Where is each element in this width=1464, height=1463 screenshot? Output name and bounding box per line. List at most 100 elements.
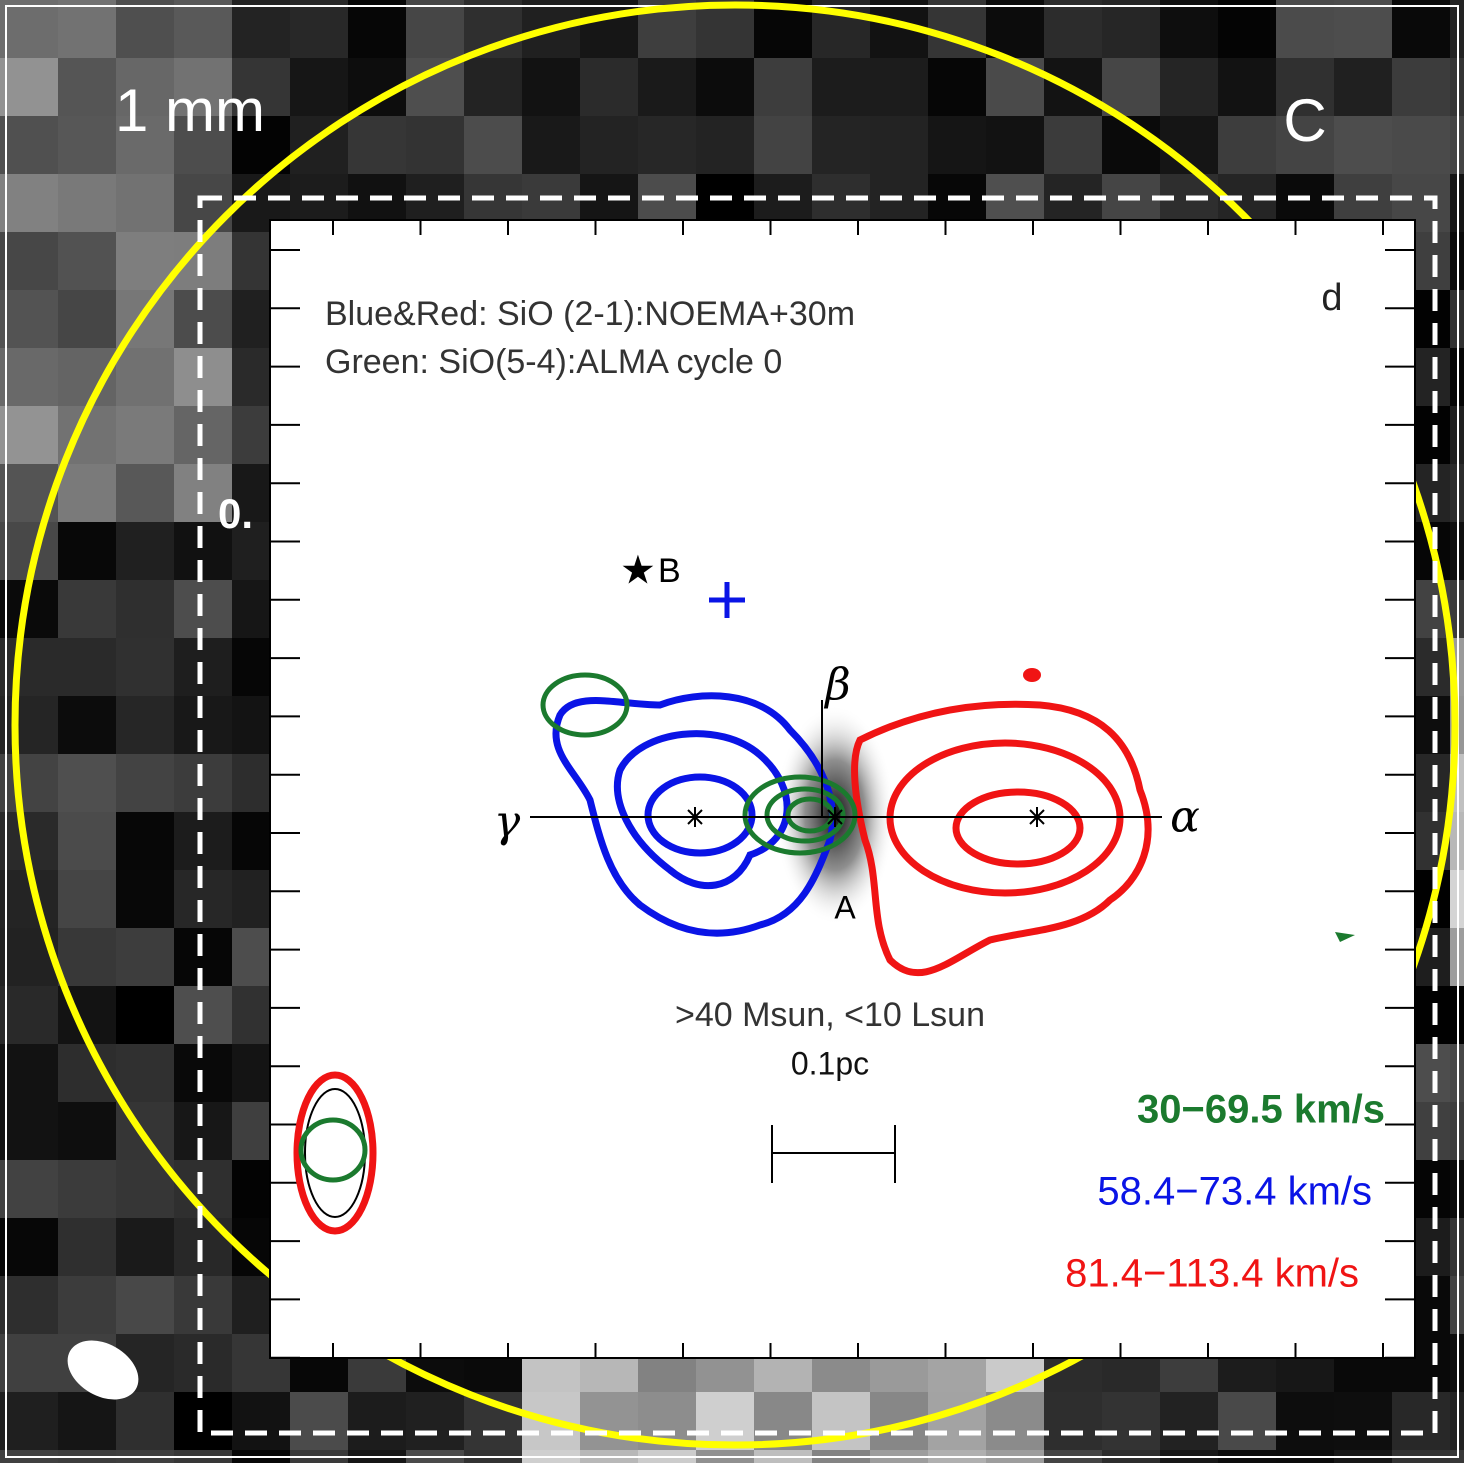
map-pixel <box>1276 1392 1334 1450</box>
map-pixel <box>1218 1392 1276 1450</box>
map-pixel <box>696 58 754 116</box>
map-pixel <box>232 1392 290 1450</box>
map-pixel <box>0 1392 58 1450</box>
map-pixel <box>0 348 58 406</box>
map-pixel <box>1334 58 1392 116</box>
map-pixel <box>58 928 116 986</box>
map-pixel <box>58 522 116 580</box>
map-pixel <box>580 58 638 116</box>
map-pixel <box>0 1044 58 1102</box>
map-pixel <box>464 58 522 116</box>
star-symbol: ★ <box>620 549 656 593</box>
map-pixel <box>58 1276 116 1334</box>
map-pixel <box>986 1392 1044 1450</box>
map-pixel <box>116 1044 174 1102</box>
map-pixel <box>174 812 232 870</box>
star-label: B <box>658 552 681 590</box>
map-pixel <box>348 1392 406 1450</box>
scale-label: 0.1pc <box>791 1045 869 1081</box>
map-pixel <box>0 232 58 290</box>
map-pixel <box>174 1334 232 1392</box>
map-pixel <box>174 1392 232 1450</box>
partial-label: 0. <box>218 490 253 537</box>
map-pixel <box>0 1160 58 1218</box>
map-pixel <box>174 406 232 464</box>
inset-letter: d <box>1321 277 1342 319</box>
map-pixel <box>116 174 174 232</box>
map-pixel <box>58 580 116 638</box>
map-pixel <box>174 696 232 754</box>
map-pixel <box>58 58 116 116</box>
map-pixel <box>522 116 580 174</box>
map-pixel <box>0 638 58 696</box>
map-pixel <box>0 754 58 812</box>
figure: 1 mm C 0. d Blue&Red: SiO (2-1):NOEMA+30… <box>0 0 1464 1463</box>
map-pixel <box>58 290 116 348</box>
band-label: 1 mm <box>115 77 265 144</box>
map-pixel <box>1334 0 1392 58</box>
map-pixel <box>116 522 174 580</box>
inset: d Blue&Red: SiO (2-1):NOEMA+30m Green: S… <box>270 220 1415 1358</box>
map-pixel <box>58 174 116 232</box>
map-pixel <box>0 1218 58 1276</box>
map-pixel <box>928 116 986 174</box>
map-pixel <box>174 0 232 58</box>
velocity-range: 81.4−113.4 km/s <box>1065 1252 1359 1296</box>
center-label: A <box>834 889 856 925</box>
map-pixel <box>58 1218 116 1276</box>
alpha-label: α <box>1170 792 1200 843</box>
map-pixel <box>1160 1392 1218 1450</box>
map-pixel <box>116 754 174 812</box>
map-pixel <box>0 290 58 348</box>
map-pixel <box>116 870 174 928</box>
map-pixel <box>696 116 754 174</box>
map-pixel <box>580 116 638 174</box>
map-pixel <box>986 58 1044 116</box>
map-pixel <box>0 1334 58 1392</box>
map-pixel <box>0 696 58 754</box>
map-pixel <box>0 116 58 174</box>
map-pixel <box>754 116 812 174</box>
map-pixel <box>116 348 174 406</box>
map-pixel <box>116 812 174 870</box>
map-pixel <box>116 638 174 696</box>
map-pixel <box>0 1276 58 1334</box>
map-pixel <box>812 116 870 174</box>
map-pixel <box>174 986 232 1044</box>
map-pixel <box>58 870 116 928</box>
map-pixel <box>58 638 116 696</box>
map-pixel <box>1102 1392 1160 1450</box>
map-pixel <box>116 928 174 986</box>
page: 1 mm C 0. d Blue&Red: SiO (2-1):NOEMA+30… <box>0 0 1464 1463</box>
map-pixel <box>116 1392 174 1450</box>
map-pixel <box>174 580 232 638</box>
map-pixel <box>638 58 696 116</box>
map-pixel <box>58 696 116 754</box>
velocity-range: 58.4−73.4 km/s <box>1097 1170 1372 1214</box>
map-pixel <box>0 58 58 116</box>
map-pixel <box>1218 58 1276 116</box>
beta-label: β <box>823 660 850 711</box>
map-pixel <box>0 1102 58 1160</box>
map-pixel <box>1044 1392 1102 1450</box>
map-pixel <box>58 1102 116 1160</box>
map-pixel <box>580 1392 638 1450</box>
annotation: >40 Msun, <10 Lsun <box>675 996 985 1034</box>
map-pixel <box>1276 0 1334 58</box>
map-pixel <box>174 870 232 928</box>
map-pixel <box>58 1392 116 1450</box>
map-pixel <box>58 0 116 58</box>
map-pixel <box>116 464 174 522</box>
map-pixel <box>406 116 464 174</box>
gamma-label: γ <box>494 797 521 848</box>
map-pixel <box>464 116 522 174</box>
map-pixel <box>1218 116 1276 174</box>
map-pixel <box>1392 58 1450 116</box>
map-pixel <box>174 754 232 812</box>
map-pixel <box>116 1218 174 1276</box>
map-pixel <box>174 348 232 406</box>
map-pixel <box>986 0 1044 58</box>
map-pixel <box>870 58 928 116</box>
map-pixel <box>116 406 174 464</box>
map-pixel <box>1160 58 1218 116</box>
